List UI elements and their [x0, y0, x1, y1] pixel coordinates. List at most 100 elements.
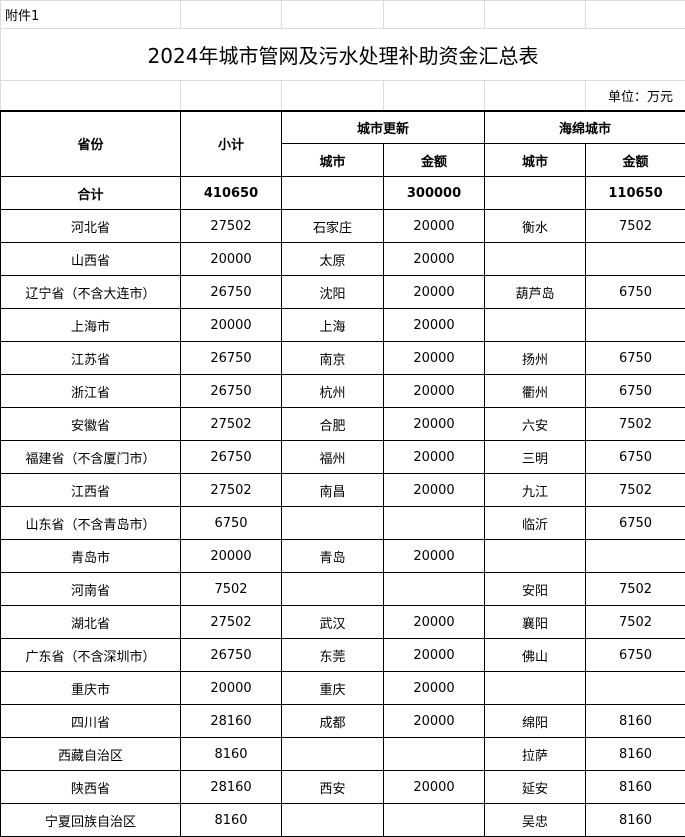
- renewal-amount-cell[interactable]: 20000: [383, 308, 485, 342]
- sponge-city-cell[interactable]: 绵阳: [484, 704, 586, 738]
- empty-cell[interactable]: [180, 0, 282, 29]
- subtotal-cell[interactable]: 8160: [180, 803, 282, 837]
- sponge-city-cell[interactable]: [484, 242, 586, 276]
- empty-cell[interactable]: [585, 0, 685, 29]
- subtotal-cell[interactable]: 27502: [180, 473, 282, 507]
- renewal-amount-cell[interactable]: 20000: [383, 671, 485, 705]
- province-cell[interactable]: 河北省: [0, 209, 181, 243]
- province-cell[interactable]: 辽宁省（不含大连市）: [0, 275, 181, 309]
- renewal-amount-cell[interactable]: 20000: [383, 770, 485, 804]
- empty-cell[interactable]: [0, 80, 181, 111]
- subtotal-cell[interactable]: 20000: [180, 242, 282, 276]
- subtotal-cell[interactable]: 26750: [180, 638, 282, 672]
- sponge-city-cell[interactable]: [484, 671, 586, 705]
- province-cell[interactable]: 山西省: [0, 242, 181, 276]
- sponge-amount-cell[interactable]: 8160: [585, 803, 685, 837]
- renewal-amount-cell[interactable]: 20000: [383, 341, 485, 375]
- subtotal-cell[interactable]: 27502: [180, 407, 282, 441]
- empty-cell[interactable]: [281, 0, 384, 29]
- sponge-city-cell[interactable]: 九江: [484, 473, 586, 507]
- header-renewal-amount[interactable]: 金额: [383, 143, 485, 177]
- renewal-city-cell[interactable]: [281, 803, 384, 837]
- total-subtotal[interactable]: 410650: [180, 176, 282, 210]
- province-cell[interactable]: 浙江省: [0, 374, 181, 408]
- renewal-city-cell[interactable]: 沈阳: [281, 275, 384, 309]
- renewal-amount-cell[interactable]: 20000: [383, 638, 485, 672]
- renewal-city-cell[interactable]: 杭州: [281, 374, 384, 408]
- sponge-amount-cell[interactable]: 7502: [585, 209, 685, 243]
- renewal-city-cell[interactable]: 太原: [281, 242, 384, 276]
- total-sponge-amount[interactable]: 110650: [585, 176, 685, 210]
- sponge-city-cell[interactable]: [484, 539, 586, 573]
- sponge-amount-cell[interactable]: 8160: [585, 737, 685, 771]
- sponge-city-cell[interactable]: 三明: [484, 440, 586, 474]
- total-renewal-amount[interactable]: 300000: [383, 176, 485, 210]
- renewal-amount-cell[interactable]: [383, 506, 485, 540]
- empty-cell[interactable]: [484, 176, 586, 210]
- empty-cell[interactable]: [281, 176, 384, 210]
- renewal-amount-cell[interactable]: [383, 572, 485, 606]
- subtotal-cell[interactable]: 6750: [180, 506, 282, 540]
- subtotal-cell[interactable]: 27502: [180, 209, 282, 243]
- subtotal-cell[interactable]: 7502: [180, 572, 282, 606]
- renewal-amount-cell[interactable]: 20000: [383, 605, 485, 639]
- empty-cell[interactable]: [484, 80, 586, 111]
- province-cell[interactable]: 陕西省: [0, 770, 181, 804]
- renewal-city-cell[interactable]: 上海: [281, 308, 384, 342]
- header-sponge-city[interactable]: 海绵城市: [484, 109, 685, 144]
- renewal-amount-cell[interactable]: 20000: [383, 407, 485, 441]
- renewal-amount-cell[interactable]: 20000: [383, 209, 485, 243]
- header-urban-renewal[interactable]: 城市更新: [281, 109, 485, 144]
- renewal-amount-cell[interactable]: [383, 803, 485, 837]
- renewal-city-cell[interactable]: 合肥: [281, 407, 384, 441]
- renewal-amount-cell[interactable]: 20000: [383, 275, 485, 309]
- sponge-city-cell[interactable]: 吴忠: [484, 803, 586, 837]
- renewal-city-cell[interactable]: 西安: [281, 770, 384, 804]
- sponge-amount-cell[interactable]: 6750: [585, 638, 685, 672]
- renewal-amount-cell[interactable]: 20000: [383, 440, 485, 474]
- province-cell[interactable]: 江苏省: [0, 341, 181, 375]
- renewal-amount-cell[interactable]: 20000: [383, 539, 485, 573]
- sponge-city-cell[interactable]: 安阳: [484, 572, 586, 606]
- renewal-amount-cell[interactable]: [383, 737, 485, 771]
- renewal-city-cell[interactable]: 武汉: [281, 605, 384, 639]
- sponge-city-cell[interactable]: 六安: [484, 407, 586, 441]
- header-renewal-city[interactable]: 城市: [281, 143, 384, 177]
- subtotal-cell[interactable]: 8160: [180, 737, 282, 771]
- province-cell[interactable]: 福建省（不含厦门市）: [0, 440, 181, 474]
- renewal-city-cell[interactable]: [281, 737, 384, 771]
- sponge-amount-cell[interactable]: 6750: [585, 440, 685, 474]
- subtotal-cell[interactable]: 26750: [180, 275, 282, 309]
- empty-cell[interactable]: [180, 80, 282, 111]
- sponge-amount-cell[interactable]: [585, 671, 685, 705]
- sponge-amount-cell[interactable]: 6750: [585, 506, 685, 540]
- renewal-city-cell[interactable]: 重庆: [281, 671, 384, 705]
- sponge-amount-cell[interactable]: 8160: [585, 770, 685, 804]
- renewal-city-cell[interactable]: 南京: [281, 341, 384, 375]
- empty-cell[interactable]: [281, 80, 384, 111]
- subtotal-cell[interactable]: 26750: [180, 374, 282, 408]
- sponge-amount-cell[interactable]: 6750: [585, 341, 685, 375]
- empty-cell[interactable]: [383, 0, 485, 29]
- attachment-label[interactable]: 附件1: [0, 0, 181, 29]
- sponge-amount-cell[interactable]: 8160: [585, 704, 685, 738]
- renewal-city-cell[interactable]: 成都: [281, 704, 384, 738]
- sponge-amount-cell[interactable]: 7502: [585, 407, 685, 441]
- sponge-city-cell[interactable]: 佛山: [484, 638, 586, 672]
- renewal-amount-cell[interactable]: 20000: [383, 473, 485, 507]
- unit-label[interactable]: 单位：万元: [585, 80, 685, 111]
- sponge-city-cell[interactable]: 葫芦岛: [484, 275, 586, 309]
- subtotal-cell[interactable]: 28160: [180, 704, 282, 738]
- subtotal-cell[interactable]: 27502: [180, 605, 282, 639]
- renewal-city-cell[interactable]: 福州: [281, 440, 384, 474]
- renewal-city-cell[interactable]: [281, 572, 384, 606]
- header-sponge-amount[interactable]: 金额: [585, 143, 685, 177]
- sponge-amount-cell[interactable]: 7502: [585, 473, 685, 507]
- sponge-amount-cell[interactable]: [585, 539, 685, 573]
- subtotal-cell[interactable]: 26750: [180, 341, 282, 375]
- sponge-city-cell[interactable]: 襄阳: [484, 605, 586, 639]
- sponge-amount-cell[interactable]: 7502: [585, 605, 685, 639]
- renewal-amount-cell[interactable]: 20000: [383, 242, 485, 276]
- table-title[interactable]: 2024年城市管网及污水处理补助资金汇总表: [0, 28, 685, 81]
- province-cell[interactable]: 河南省: [0, 572, 181, 606]
